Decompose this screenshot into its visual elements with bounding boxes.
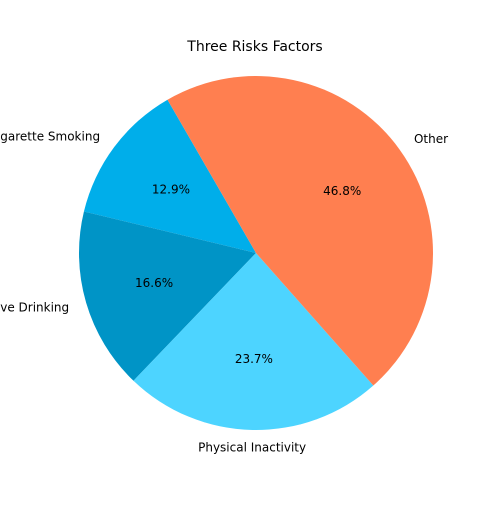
chart-title: Three Risks Factors [186,39,322,55]
pie-slice-cigarette-smoking [83,99,256,253]
pie-slice-excessive-drinking [79,211,256,381]
pie-slices [79,76,433,430]
slice-label-physical-inactivity: Physical Inactivity [198,441,306,455]
pct-label-cigarette-smoking: 12.9% [152,182,190,196]
pie-slice-other [167,76,433,386]
pie-labels: Cigarette Smoking 12.9% Excessive Drinking… [0,129,448,454]
pct-label-excessive-drinking: 16.6% [135,276,173,290]
slice-label-excessive-drinking: Excessive Drinking [0,301,69,315]
slice-label-other: Other [414,132,448,146]
pct-label-other: 46.8% [323,184,361,198]
pct-label-physical-inactivity: 23.7% [235,352,273,366]
pie-slice-physical-inactivity [133,253,374,430]
slice-label-cigarette-smoking: Cigarette Smoking [0,129,100,143]
